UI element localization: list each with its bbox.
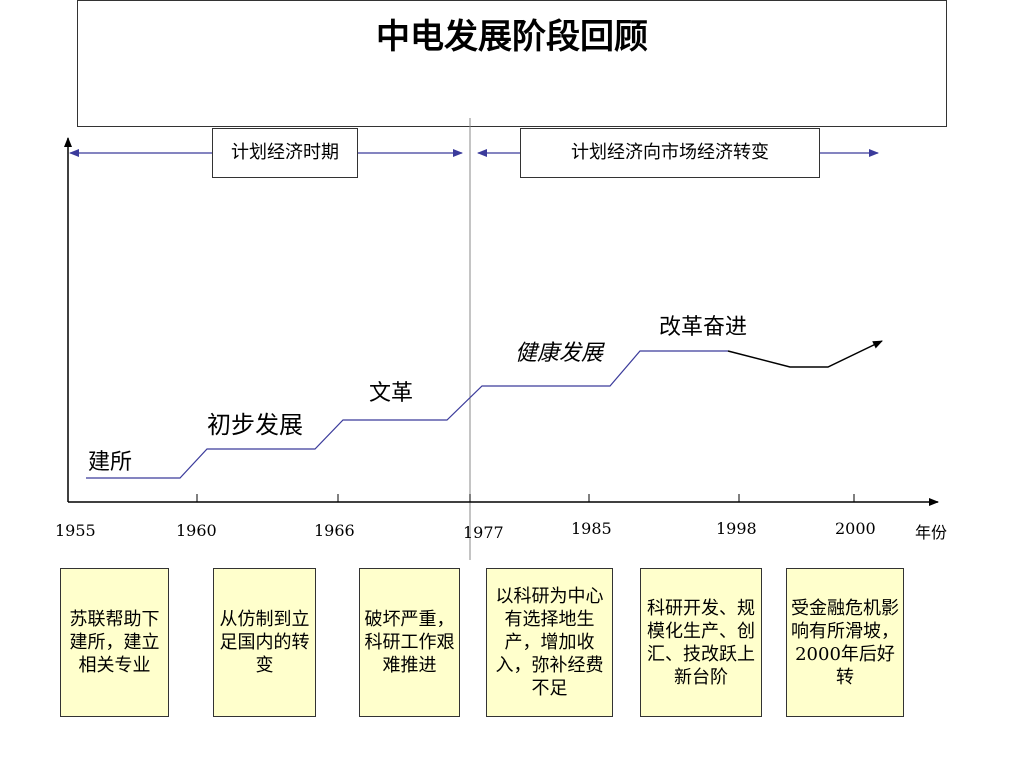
development-step-line bbox=[86, 350, 728, 479]
transition-period-label: 计划经济向市场经济转变 bbox=[520, 128, 820, 178]
page-title: 中电发展阶段回顾 bbox=[376, 17, 648, 57]
year-1966: 1966 bbox=[314, 521, 355, 540]
note-cultural-revolution: 破坏严重，科研工作艰难推进 bbox=[359, 568, 460, 717]
note-initial: 从仿制到立足国内的转变 bbox=[213, 568, 316, 717]
note-text: 科研开发、规模化生产、创汇、技改跃上新台阶 bbox=[647, 597, 755, 688]
note-healthy: 以科研为中心有选择地生产，增加收入，弥补经费不足 bbox=[486, 568, 613, 717]
note-text: 破坏严重，科研工作艰难推进 bbox=[364, 609, 455, 676]
stage-initial: 初步发展 bbox=[207, 411, 303, 439]
year-1998: 1998 bbox=[716, 519, 757, 538]
stage-reform: 改革奋进 bbox=[659, 315, 748, 340]
stage-founding: 建所 bbox=[88, 450, 133, 475]
stage-healthy: 健康发展 bbox=[515, 341, 604, 366]
year-1985: 1985 bbox=[571, 519, 612, 538]
note-text: 苏联帮助下建所，建立相关专业 bbox=[69, 609, 160, 676]
planned-economy-period-label: 计划经济时期 bbox=[212, 128, 358, 178]
stage-cultural-revolution: 文革 bbox=[369, 381, 414, 406]
note-text: 受金融危机影响有所滑坡，2000年后好转 bbox=[791, 597, 899, 688]
axis-unit-label: 年份 bbox=[915, 523, 948, 542]
year-1955: 1955 bbox=[55, 521, 96, 540]
crisis-dip-line bbox=[727, 340, 883, 368]
note-founding: 苏联帮助下建所，建立相关专业 bbox=[60, 568, 169, 717]
note-reform: 科研开发、规模化生产、创汇、技改跃上新台阶 bbox=[640, 568, 762, 717]
note-text: 以科研为中心有选择地生产，增加收入，弥补经费不足 bbox=[495, 586, 604, 699]
year-1960: 1960 bbox=[176, 521, 217, 540]
year-2000: 2000 bbox=[835, 519, 876, 538]
year-1977: 1977 bbox=[463, 523, 504, 542]
title-box: 中电发展阶段回顾 bbox=[77, 0, 947, 127]
note-text: 从仿制到立足国内的转变 bbox=[219, 609, 310, 676]
note-crisis: 受金融危机影响有所滑坡，2000年后好转 bbox=[786, 568, 904, 717]
